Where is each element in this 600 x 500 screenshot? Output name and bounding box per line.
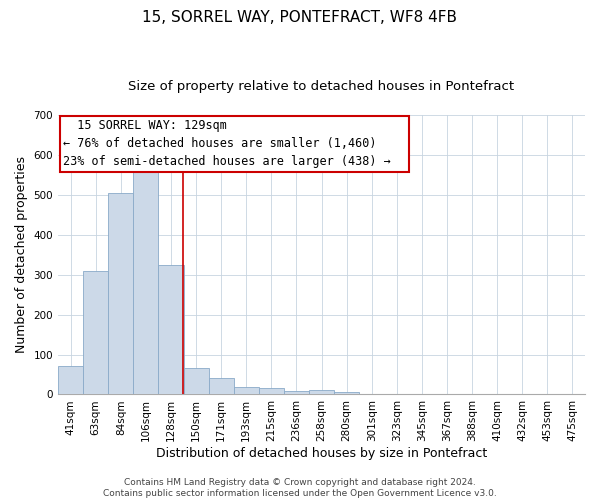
Bar [158, 264, 184, 394]
Text: 15, SORREL WAY, PONTEFRACT, WF8 4FB: 15, SORREL WAY, PONTEFRACT, WF8 4FB [143, 10, 458, 25]
Bar [259, 388, 284, 394]
Bar [233, 388, 259, 394]
Bar [209, 378, 233, 394]
X-axis label: Distribution of detached houses by size in Pontefract: Distribution of detached houses by size … [156, 447, 487, 460]
Y-axis label: Number of detached properties: Number of detached properties [15, 156, 28, 353]
Title: Size of property relative to detached houses in Pontefract: Size of property relative to detached ho… [128, 80, 515, 93]
Bar [284, 392, 309, 394]
Bar [309, 390, 334, 394]
Bar [108, 193, 133, 394]
Bar [133, 166, 158, 394]
Bar [83, 270, 108, 394]
Text: Contains HM Land Registry data © Crown copyright and database right 2024.
Contai: Contains HM Land Registry data © Crown c… [103, 478, 497, 498]
Bar [58, 366, 83, 394]
Text: 15 SORREL WAY: 129sqm
← 76% of detached houses are smaller (1,460)
23% of semi-d: 15 SORREL WAY: 129sqm ← 76% of detached … [64, 119, 406, 168]
Bar [334, 392, 359, 394]
Bar [184, 368, 209, 394]
